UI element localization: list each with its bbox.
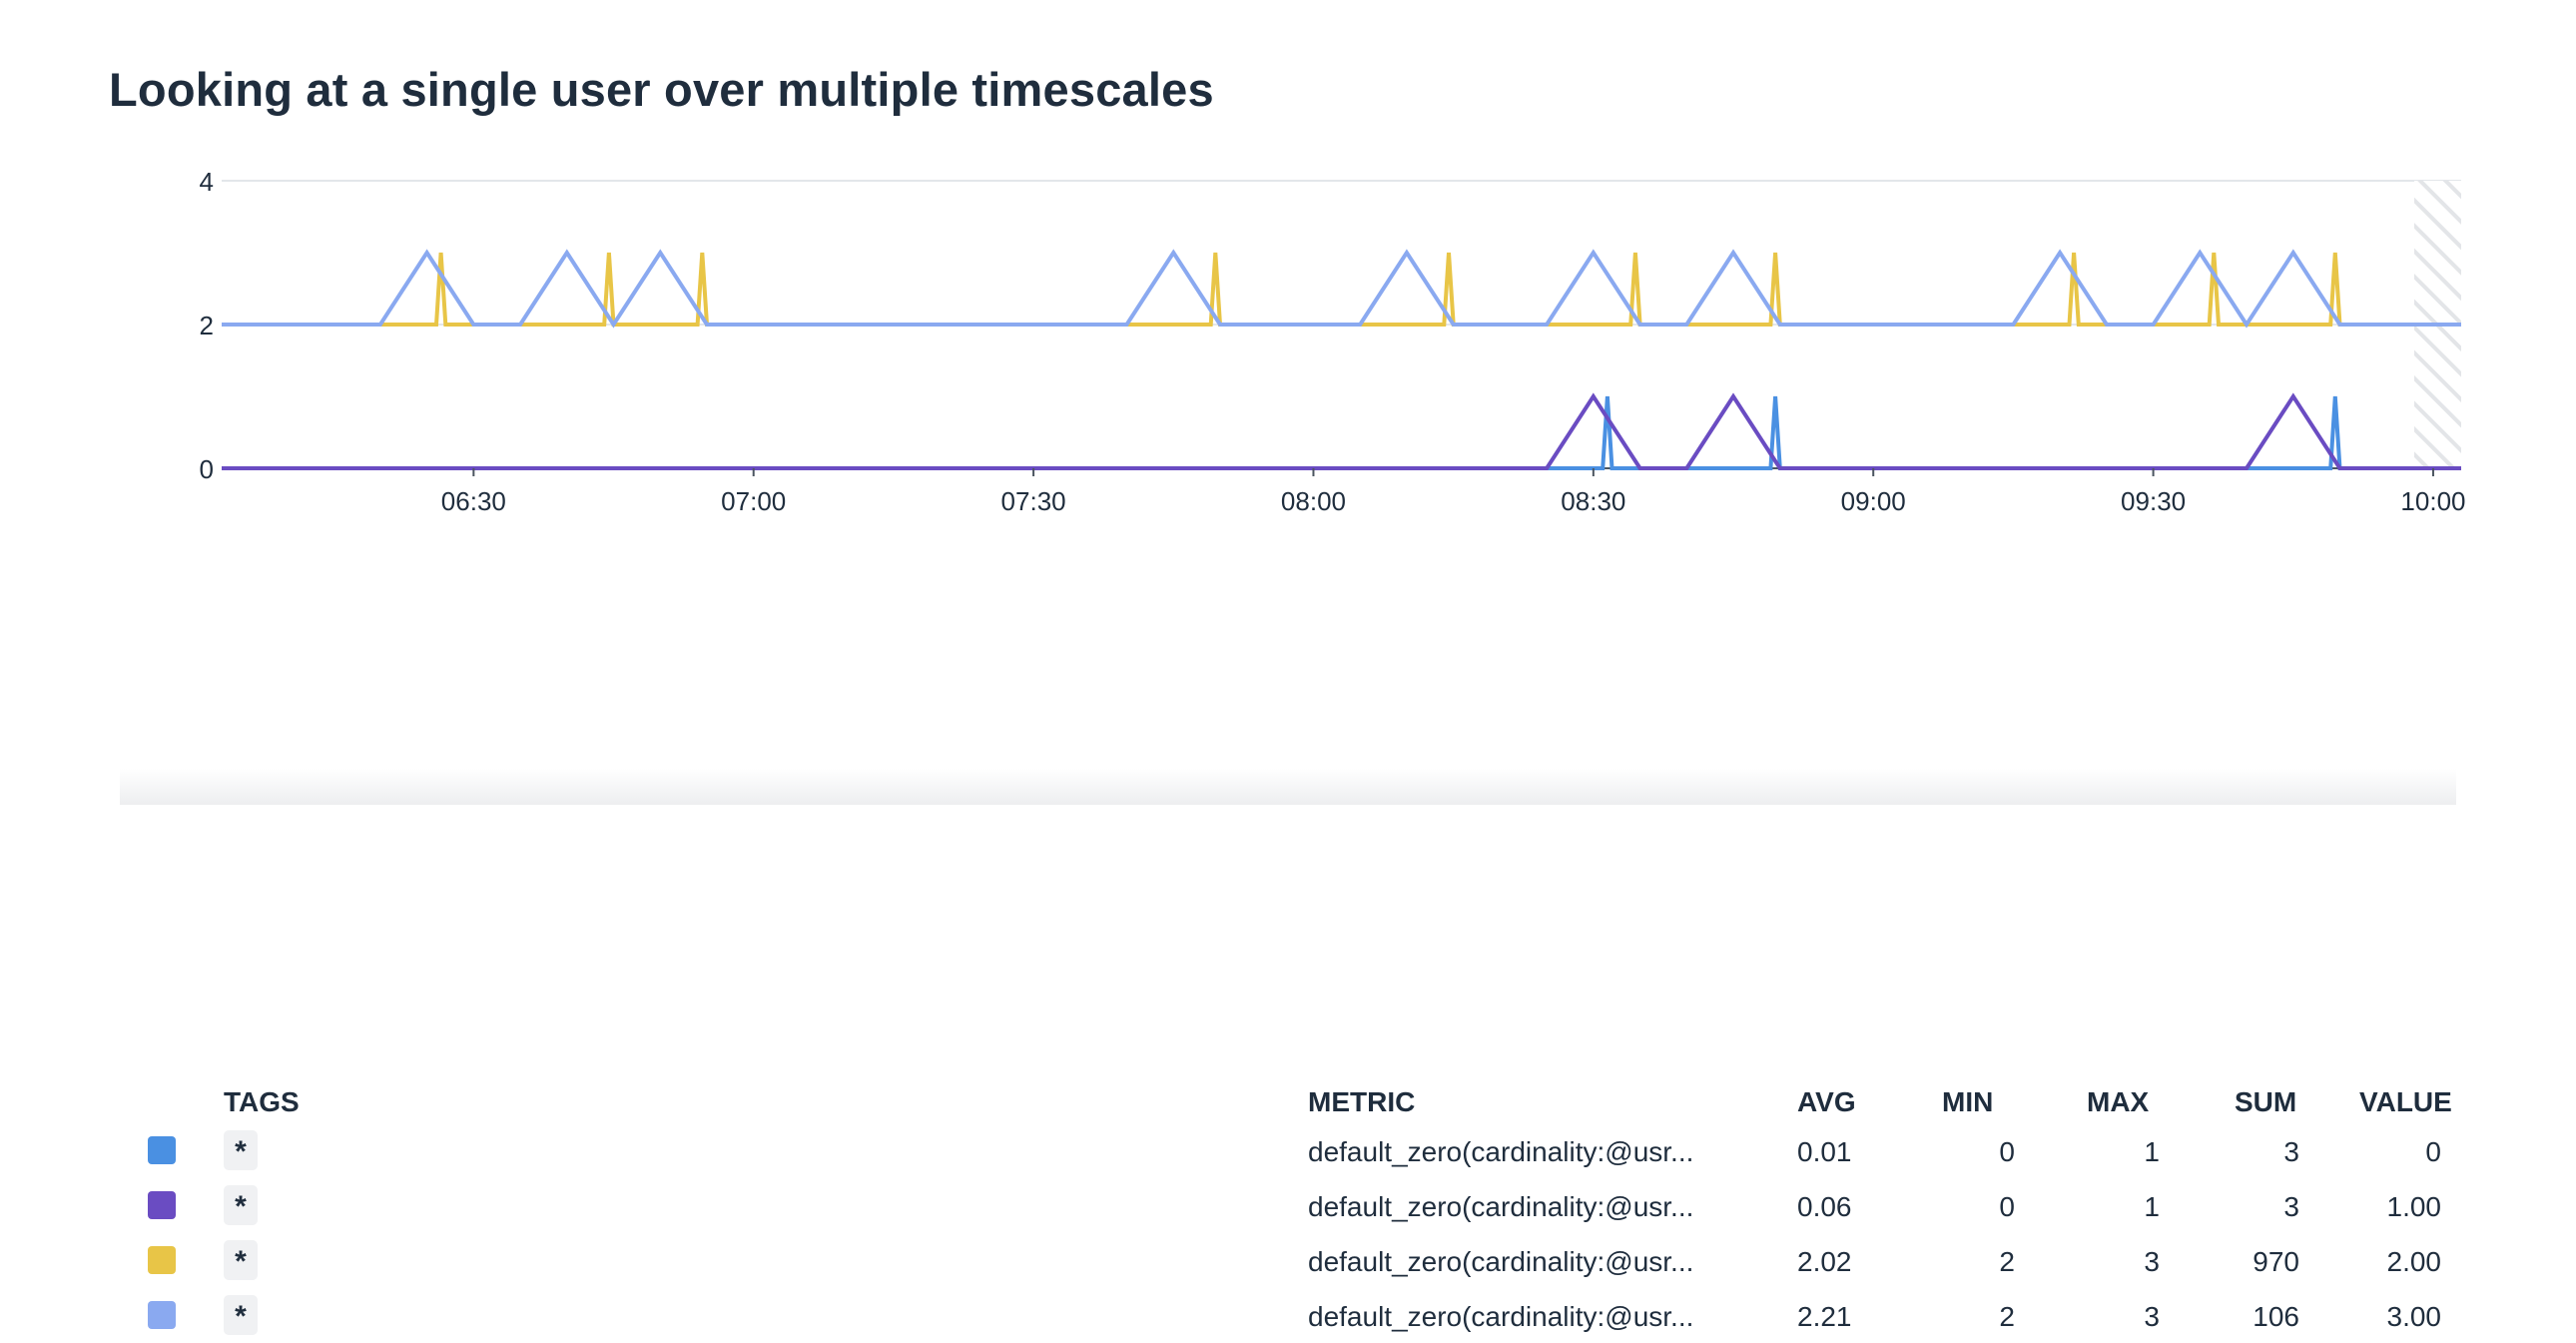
cell-value: 0 bbox=[2425, 1136, 2441, 1167]
table-row[interactable]: * default_zero(cardinality:@usr... 2.02 2 3 9… bbox=[0, 1234, 2576, 1288]
cell-metric: default_zero(cardinality:@usr... bbox=[1308, 1301, 1694, 1332]
cell-min: 0 bbox=[1999, 1191, 2015, 1222]
series-line-2 bbox=[222, 392, 2461, 470]
x-tick-label: 07:30 bbox=[1001, 486, 1066, 516]
y-tick-label: 4 bbox=[200, 167, 214, 197]
cell-metric: default_zero(cardinality:@usr... bbox=[1308, 1191, 1694, 1222]
cell-sum: 3 bbox=[2283, 1191, 2299, 1222]
header-avg[interactable]: AVG bbox=[1797, 1086, 1856, 1117]
chart-title: Looking at a single user over multiple t… bbox=[109, 63, 1214, 116]
series-color-swatch[interactable] bbox=[148, 1191, 176, 1219]
x-tick-label: 10:00 bbox=[2400, 486, 2465, 516]
tag-chip[interactable]: * bbox=[224, 1130, 258, 1170]
series-color-swatch[interactable] bbox=[148, 1246, 176, 1274]
x-tick-label: 07:00 bbox=[721, 486, 786, 516]
table-row[interactable]: * default_zero(cardinality:@usr... 0.06 0 1 3… bbox=[0, 1179, 2576, 1233]
table-row[interactable]: * default_zero(cardinality:@usr... 0.01 0 1 3… bbox=[0, 1124, 2576, 1178]
timeseries-chart[interactable]: 0 2 4 06:30 07:00 07:30 08:00 08:30 09:00 09:30 10… bbox=[0, 0, 2576, 539]
x-tick-label: 08:00 bbox=[1281, 486, 1346, 516]
cell-sum: 106 bbox=[2253, 1301, 2299, 1332]
header-metric[interactable]: METRIC bbox=[1308, 1086, 1416, 1117]
series-line-1 bbox=[222, 395, 2461, 470]
cell-max: 1 bbox=[2144, 1136, 2160, 1167]
tag-chip[interactable]: * bbox=[224, 1185, 258, 1225]
x-tick-label: 08:30 bbox=[1561, 486, 1625, 516]
cell-max: 3 bbox=[2144, 1301, 2160, 1332]
cell-avg: 0.06 bbox=[1797, 1191, 1852, 1222]
series-color-swatch[interactable] bbox=[148, 1136, 176, 1164]
series-color-swatch[interactable] bbox=[148, 1301, 176, 1329]
cell-value: 1.00 bbox=[2386, 1191, 2442, 1222]
legend-table: TAGS METRIC AVG MIN MAX SUM VALUE * defau… bbox=[0, 539, 2576, 1335]
series-line-4 bbox=[222, 249, 2461, 329]
y-tick-label: 2 bbox=[200, 311, 214, 340]
tag-chip[interactable]: * bbox=[224, 1240, 258, 1280]
scroll-fade bbox=[120, 769, 2456, 805]
cell-avg: 2.21 bbox=[1797, 1301, 1852, 1332]
cell-metric: default_zero(cardinality:@usr... bbox=[1308, 1136, 1694, 1167]
header-min[interactable]: MIN bbox=[1942, 1086, 1994, 1117]
x-tick-label: 06:30 bbox=[441, 486, 506, 516]
header-max[interactable]: MAX bbox=[2087, 1086, 2150, 1117]
cell-max: 3 bbox=[2144, 1246, 2160, 1277]
cell-value: 3.00 bbox=[2386, 1301, 2442, 1332]
cell-min: 2 bbox=[1999, 1246, 2015, 1277]
cell-min: 0 bbox=[1999, 1136, 2015, 1167]
y-tick-label: 0 bbox=[200, 454, 214, 484]
x-tick-label: 09:00 bbox=[1841, 486, 1906, 516]
cell-min: 2 bbox=[1999, 1301, 2015, 1332]
cell-max: 1 bbox=[2144, 1191, 2160, 1222]
x-tick-label: 09:30 bbox=[2121, 486, 2186, 516]
header-tags[interactable]: TAGS bbox=[224, 1086, 300, 1117]
cell-avg: 0.01 bbox=[1797, 1136, 1852, 1167]
cell-sum: 3 bbox=[2283, 1136, 2299, 1167]
header-sum[interactable]: SUM bbox=[2235, 1086, 2297, 1117]
cell-metric: default_zero(cardinality:@usr... bbox=[1308, 1246, 1694, 1277]
cell-sum: 970 bbox=[2253, 1246, 2299, 1277]
cell-avg: 2.02 bbox=[1797, 1246, 1852, 1277]
tag-chip[interactable]: * bbox=[224, 1295, 258, 1335]
cell-value: 2.00 bbox=[2386, 1246, 2442, 1277]
table-row[interactable]: * default_zero(cardinality:@usr... 2.21 2 3 1… bbox=[0, 1289, 2576, 1343]
header-value[interactable]: VALUE bbox=[2359, 1086, 2452, 1117]
